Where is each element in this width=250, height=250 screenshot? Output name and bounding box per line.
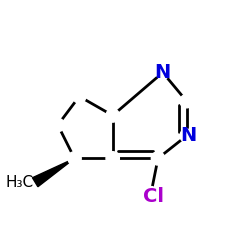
Text: N: N bbox=[155, 63, 171, 82]
Text: H₃C: H₃C bbox=[6, 175, 34, 190]
Circle shape bbox=[51, 118, 64, 132]
Circle shape bbox=[72, 90, 86, 103]
Circle shape bbox=[106, 152, 119, 165]
Polygon shape bbox=[32, 158, 74, 187]
Text: N: N bbox=[180, 126, 197, 145]
Circle shape bbox=[143, 186, 158, 202]
Circle shape bbox=[156, 66, 170, 79]
Circle shape bbox=[68, 152, 81, 165]
Text: Cl: Cl bbox=[143, 187, 164, 206]
Circle shape bbox=[180, 129, 193, 142]
Circle shape bbox=[180, 94, 193, 108]
Circle shape bbox=[151, 152, 165, 165]
Circle shape bbox=[106, 109, 119, 122]
